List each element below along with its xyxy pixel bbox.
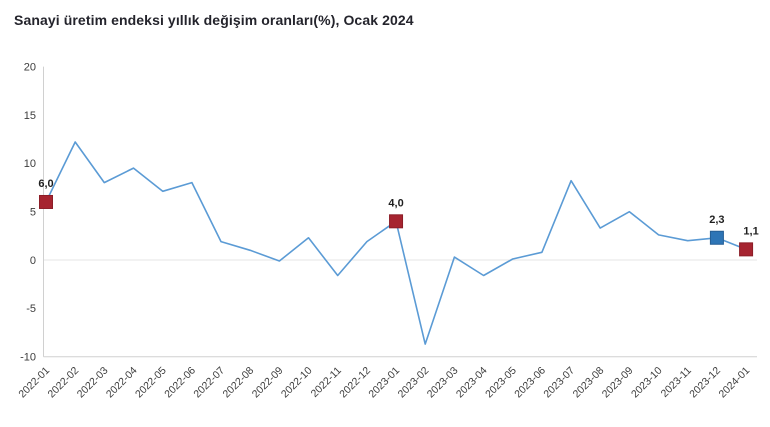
y-tick-label: 0 [30, 255, 36, 267]
data-point-label: 4,0 [388, 197, 403, 209]
x-tick-label: 2023-10 [629, 365, 665, 401]
y-tick-label: 10 [24, 158, 36, 170]
x-tick-label: 2023-08 [571, 365, 607, 401]
x-tick-label: 2022-03 [75, 365, 111, 401]
series-line [45, 141, 747, 345]
x-tick-label: 2022-09 [250, 365, 286, 401]
y-tick-label: -5 [26, 303, 36, 315]
x-tick-label: 2022-05 [133, 365, 169, 401]
x-tick-label: 2023-09 [600, 365, 636, 401]
x-tick-label: 2022-12 [337, 365, 373, 401]
x-tick-label: 2023-04 [454, 365, 490, 401]
y-tick-label: 15 [24, 110, 36, 122]
x-tick-label: 2022-06 [162, 365, 198, 401]
x-tick-label: 2023-01 [366, 365, 402, 401]
data-point-marker [39, 194, 53, 209]
y-tick-label: 5 [30, 207, 36, 219]
data-point-label: 2,3 [709, 214, 724, 226]
data-point-label: 1,1 [743, 225, 758, 237]
x-tick-label: 2023-02 [396, 365, 432, 401]
data-point-marker [739, 242, 754, 257]
x-tick-label: 2023-12 [687, 365, 723, 401]
chart-title: Sanayi üretim endeksi yıllık değişim ora… [14, 12, 414, 28]
x-tick-label: 2023-05 [483, 365, 519, 401]
x-tick-label: 2024-01 [716, 365, 752, 401]
x-tick-label: 2022-04 [104, 365, 140, 401]
y-tick-label: -10 [20, 352, 36, 364]
y-tick-label: 20 [24, 61, 36, 73]
x-tick-label: 2023-03 [425, 365, 461, 401]
x-tick-label: 2023-06 [512, 365, 548, 401]
data-point-marker [709, 230, 724, 245]
x-tick-label: 2022-07 [191, 365, 227, 401]
x-tick-label: 2022-08 [221, 365, 257, 401]
x-tick-label: 2023-07 [541, 365, 577, 401]
x-tick-label: 2022-01 [16, 365, 52, 401]
x-tick-label: 2022-02 [46, 365, 82, 401]
data-point-marker [389, 214, 404, 229]
data-point-label: 6,0 [38, 178, 53, 190]
x-tick-label: 2022-10 [279, 365, 315, 401]
